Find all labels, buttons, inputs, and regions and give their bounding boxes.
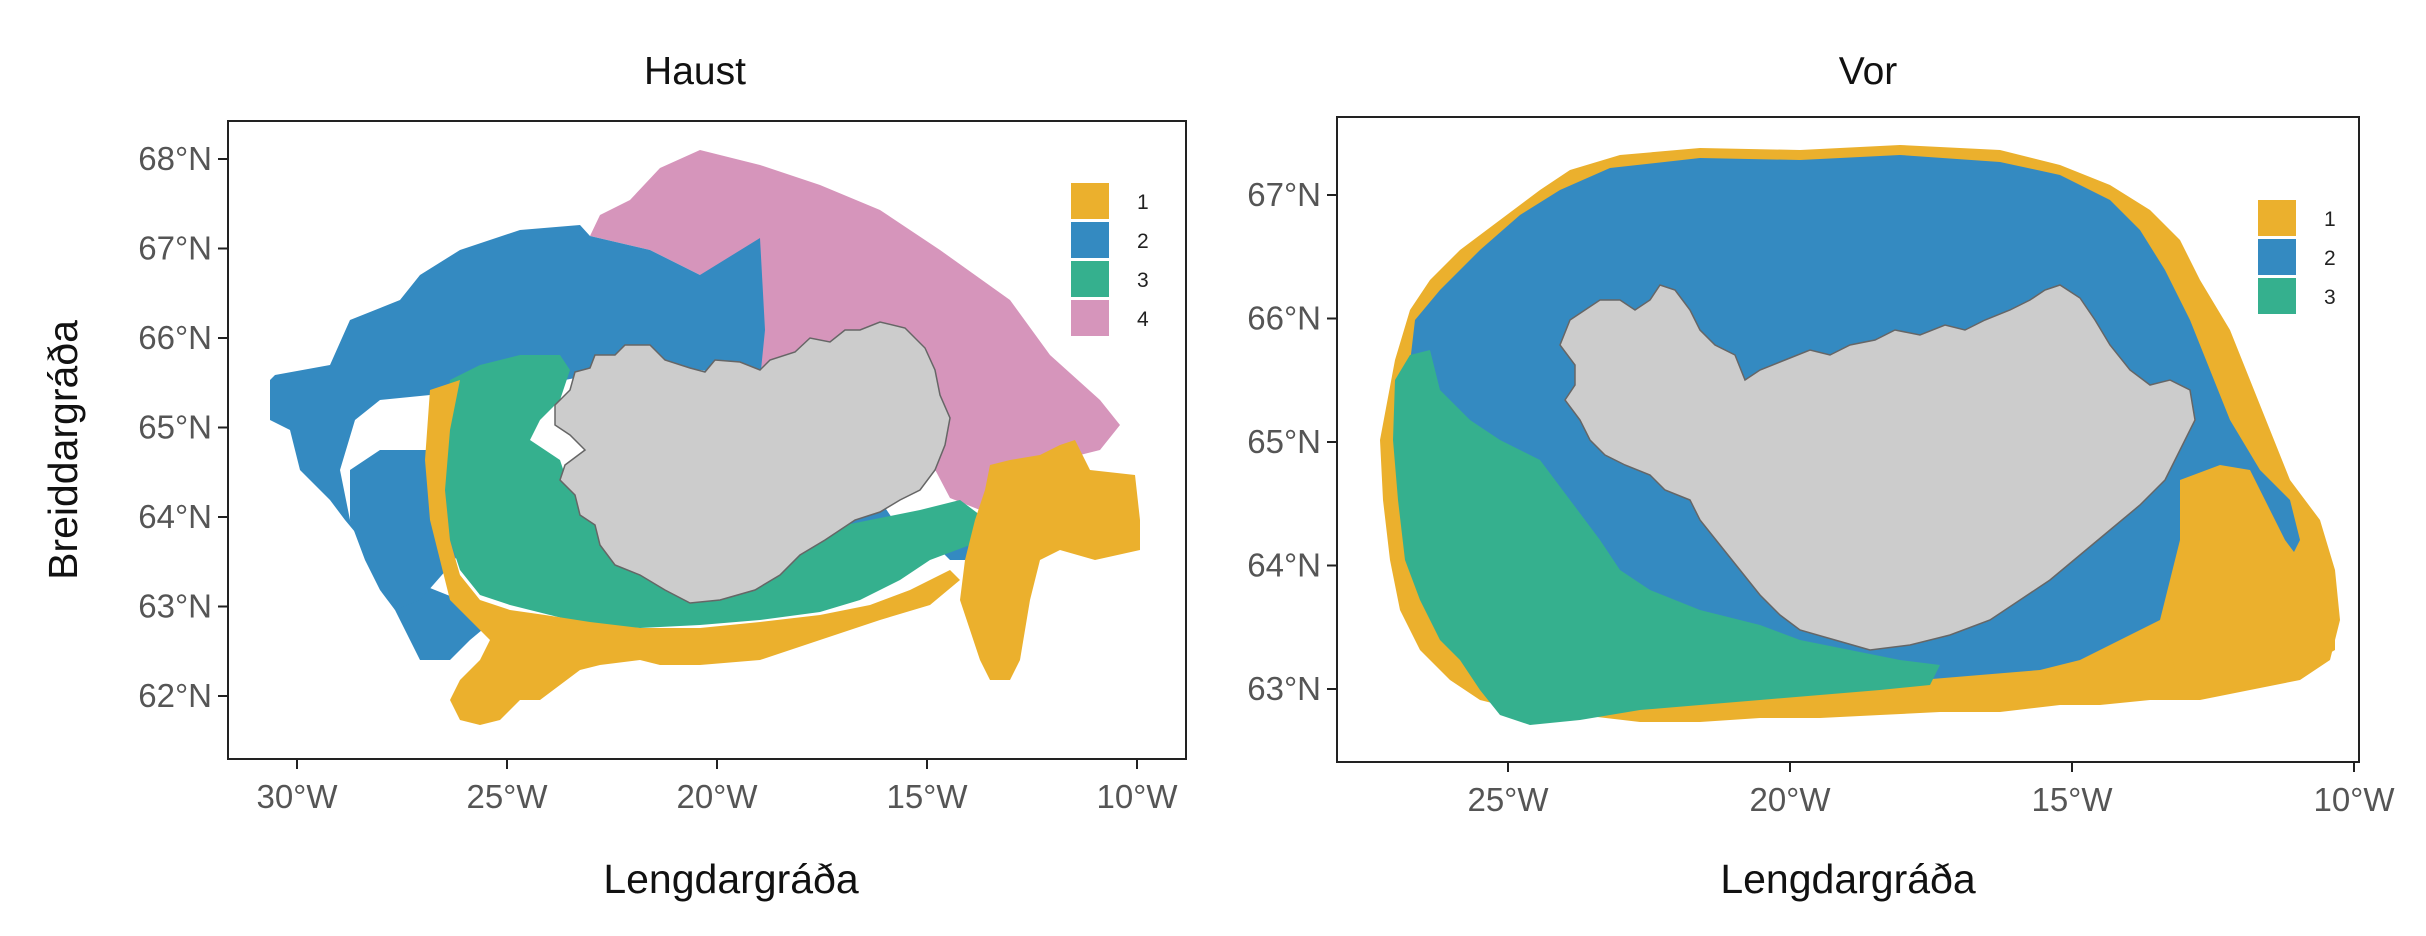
legend: 1 2 3 4 xyxy=(1071,183,1149,336)
y-tick-label: 63°N xyxy=(1247,670,1321,707)
panel-title: Vor xyxy=(1839,50,1898,93)
y-tick-label: 68°N xyxy=(138,140,212,177)
cluster-1-southeast xyxy=(2160,465,2335,690)
cluster-1-region-east xyxy=(960,440,1140,680)
legend-label-2: 2 xyxy=(2324,247,2336,270)
x-tick-label: 25°W xyxy=(466,778,548,815)
y-tick-label: 63°N xyxy=(138,588,212,625)
y-axis: 63°N 64°N 65°N 66°N 67°N xyxy=(1247,176,1337,707)
y-tick-label: 67°N xyxy=(138,230,212,267)
map-area xyxy=(1380,145,2340,725)
panel-frame xyxy=(227,120,1187,760)
x-axis-label: Lengdargráða xyxy=(1720,856,1976,902)
panel-title: Haust xyxy=(644,50,746,93)
legend-label-4: 4 xyxy=(1137,308,1149,331)
cluster-3-west xyxy=(1393,350,1940,725)
cluster-3-region xyxy=(445,355,980,628)
legend-swatch-1 xyxy=(1071,183,1109,219)
map-area xyxy=(270,150,1140,725)
y-tick-label: 66°N xyxy=(138,319,212,356)
x-tick-label: 30°W xyxy=(256,778,338,815)
y-axis-label: Breiddargráða xyxy=(40,320,86,580)
panel-frame xyxy=(1336,116,2360,763)
panel-vor: Vor 63°N 64°N 65°N 66°N 67°N 25°W 20°W 15°W 10°… xyxy=(1247,50,2395,902)
legend-swatch-1 xyxy=(2258,200,2296,236)
legend-label-3: 3 xyxy=(1137,269,1149,292)
x-axis-label: Lengdargráða xyxy=(603,856,859,902)
x-tick-label: 15°W xyxy=(2031,781,2113,818)
iceland-landmass xyxy=(554,321,951,604)
cluster-1-region xyxy=(425,380,960,725)
legend-label-2: 2 xyxy=(1137,230,1149,253)
legend-swatch-4 xyxy=(1071,300,1109,336)
legend-swatch-2 xyxy=(2258,239,2296,275)
cluster-2-region xyxy=(270,225,765,660)
x-tick-label: 20°W xyxy=(676,778,758,815)
x-axis: 25°W 20°W 15°W 10°W xyxy=(1467,762,2395,818)
iceland-landmass xyxy=(1559,284,2196,651)
y-tick-label: 64°N xyxy=(138,498,212,535)
legend-label-3: 3 xyxy=(2324,286,2336,309)
legend-swatch-3 xyxy=(2258,278,2296,314)
legend-label-1: 1 xyxy=(2324,208,2336,231)
x-tick-label: 10°W xyxy=(1096,778,1178,815)
y-axis: 62°N 63°N 64°N 65°N 66°N 67°N 68°N xyxy=(138,140,228,714)
y-tick-label: 62°N xyxy=(138,677,212,714)
x-tick-label: 15°W xyxy=(886,778,968,815)
legend-swatch-2 xyxy=(1071,222,1109,258)
legend-label-1: 1 xyxy=(1137,191,1149,214)
x-tick-label: 10°W xyxy=(2313,781,2395,818)
legend-swatch-3 xyxy=(1071,261,1109,297)
y-tick-label: 65°N xyxy=(138,409,212,446)
panel-haust: Haust 62°N 63°N 64°N 65°N 66°N 67°N 68°N 30°W 2… xyxy=(40,50,1187,902)
y-tick-label: 67°N xyxy=(1247,176,1321,213)
x-tick-label: 25°W xyxy=(1467,781,1549,818)
legend: 1 2 3 xyxy=(2258,200,2336,314)
x-tick-label: 20°W xyxy=(1749,781,1831,818)
x-axis: 30°W 25°W 20°W 15°W 10°W xyxy=(256,759,1178,815)
y-tick-label: 64°N xyxy=(1247,547,1321,584)
y-tick-label: 65°N xyxy=(1247,423,1321,460)
y-tick-label: 66°N xyxy=(1247,300,1321,337)
